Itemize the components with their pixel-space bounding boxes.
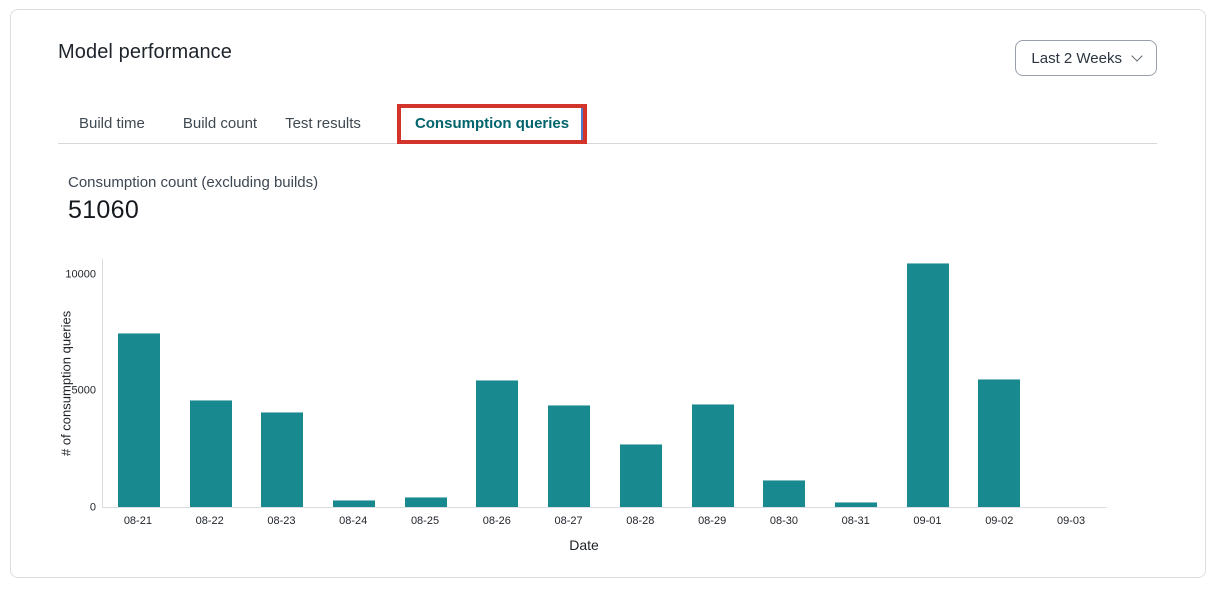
bar-slot [820, 259, 892, 507]
date-range-value: Last 2 Weeks [1031, 49, 1122, 67]
bar-slot [533, 259, 605, 507]
bar-08-30[interactable] [763, 480, 806, 507]
x-tick-label: 08-21 [123, 515, 152, 527]
y-tick-label: 0 [89, 501, 96, 514]
chevron-down-icon [1131, 50, 1143, 62]
x-axis-title: Date [569, 537, 599, 553]
bar-slot [964, 259, 1036, 507]
bar-slot [462, 259, 534, 507]
y-tick-label: 10000 [65, 268, 96, 280]
y-axis-ticks: 0 5000 10000 [11, 259, 96, 514]
metric-label: Consumption count (excluding builds) [68, 174, 319, 191]
bar-08-26[interactable] [476, 379, 519, 507]
bar-08-29[interactable] [691, 403, 734, 507]
x-tick-label: 08-23 [267, 515, 296, 527]
bar-08-22[interactable] [189, 399, 232, 507]
x-tick-label: 08-24 [339, 515, 368, 527]
bar-08-27[interactable] [548, 405, 591, 507]
metric-value: 51060 [68, 196, 140, 224]
bar-slot [246, 259, 318, 507]
tab-row: Build time Build count Test results Cons… [58, 103, 1157, 144]
bar-08-23[interactable] [261, 412, 304, 507]
x-tick-label: 09-02 [985, 515, 1014, 527]
tab-build-time[interactable]: Build time [79, 115, 145, 132]
bar-slot [390, 259, 462, 507]
bar-08-31[interactable] [835, 502, 878, 507]
bar-08-24[interactable] [333, 500, 376, 507]
bar-slot [1035, 259, 1107, 507]
tab-consumption-queries[interactable]: Consumption queries [414, 114, 570, 132]
x-tick-label: 08-25 [410, 515, 440, 527]
x-tick-label: 09-01 [913, 515, 942, 527]
x-tick-label: 08-30 [769, 515, 798, 527]
bar-slot [892, 259, 964, 507]
x-tick-label: 08-27 [554, 515, 583, 527]
x-tick-label: 08-31 [841, 515, 870, 527]
x-tick-label: 09-03 [1056, 515, 1086, 527]
bar-slot [103, 259, 175, 507]
annotation-artifact-line [581, 107, 584, 140]
bar-slot [175, 259, 247, 507]
bar-09-01[interactable] [906, 263, 949, 507]
page-title: Model performance [58, 41, 233, 63]
x-tick-label: 08-28 [626, 515, 655, 527]
y-tick-label: 5000 [71, 384, 96, 397]
date-range-select[interactable]: Last 2 Weeks [1015, 40, 1157, 76]
x-axis-labels: 08-21 08-22 08-23 08-24 08-25 08-26 08-27 08-28… [102, 515, 1107, 527]
x-tick-label: 08-29 [698, 515, 727, 527]
model-performance-card: Model performance Last 2 Weeks Build tim… [10, 9, 1206, 578]
bar-slot [677, 259, 749, 507]
bar-slot [748, 259, 820, 507]
bar-09-02[interactable] [978, 378, 1021, 507]
annotation-highlight-box: Consumption queries [396, 103, 588, 144]
tab-build-count[interactable]: Build count [182, 115, 258, 132]
bar-slot [318, 259, 390, 507]
bar-slot [605, 259, 677, 507]
tab-bar: Build time Build count Test results Cons… [58, 103, 1157, 144]
bar-chart-plot-area [102, 259, 1107, 508]
x-tick-label: 08-22 [195, 515, 224, 527]
bar-08-28[interactable] [619, 443, 662, 507]
x-tick-label: 08-26 [482, 515, 511, 527]
bar-08-25[interactable] [404, 496, 447, 507]
tab-test-results[interactable]: Test results [285, 115, 361, 132]
bar-08-21[interactable] [117, 333, 160, 507]
